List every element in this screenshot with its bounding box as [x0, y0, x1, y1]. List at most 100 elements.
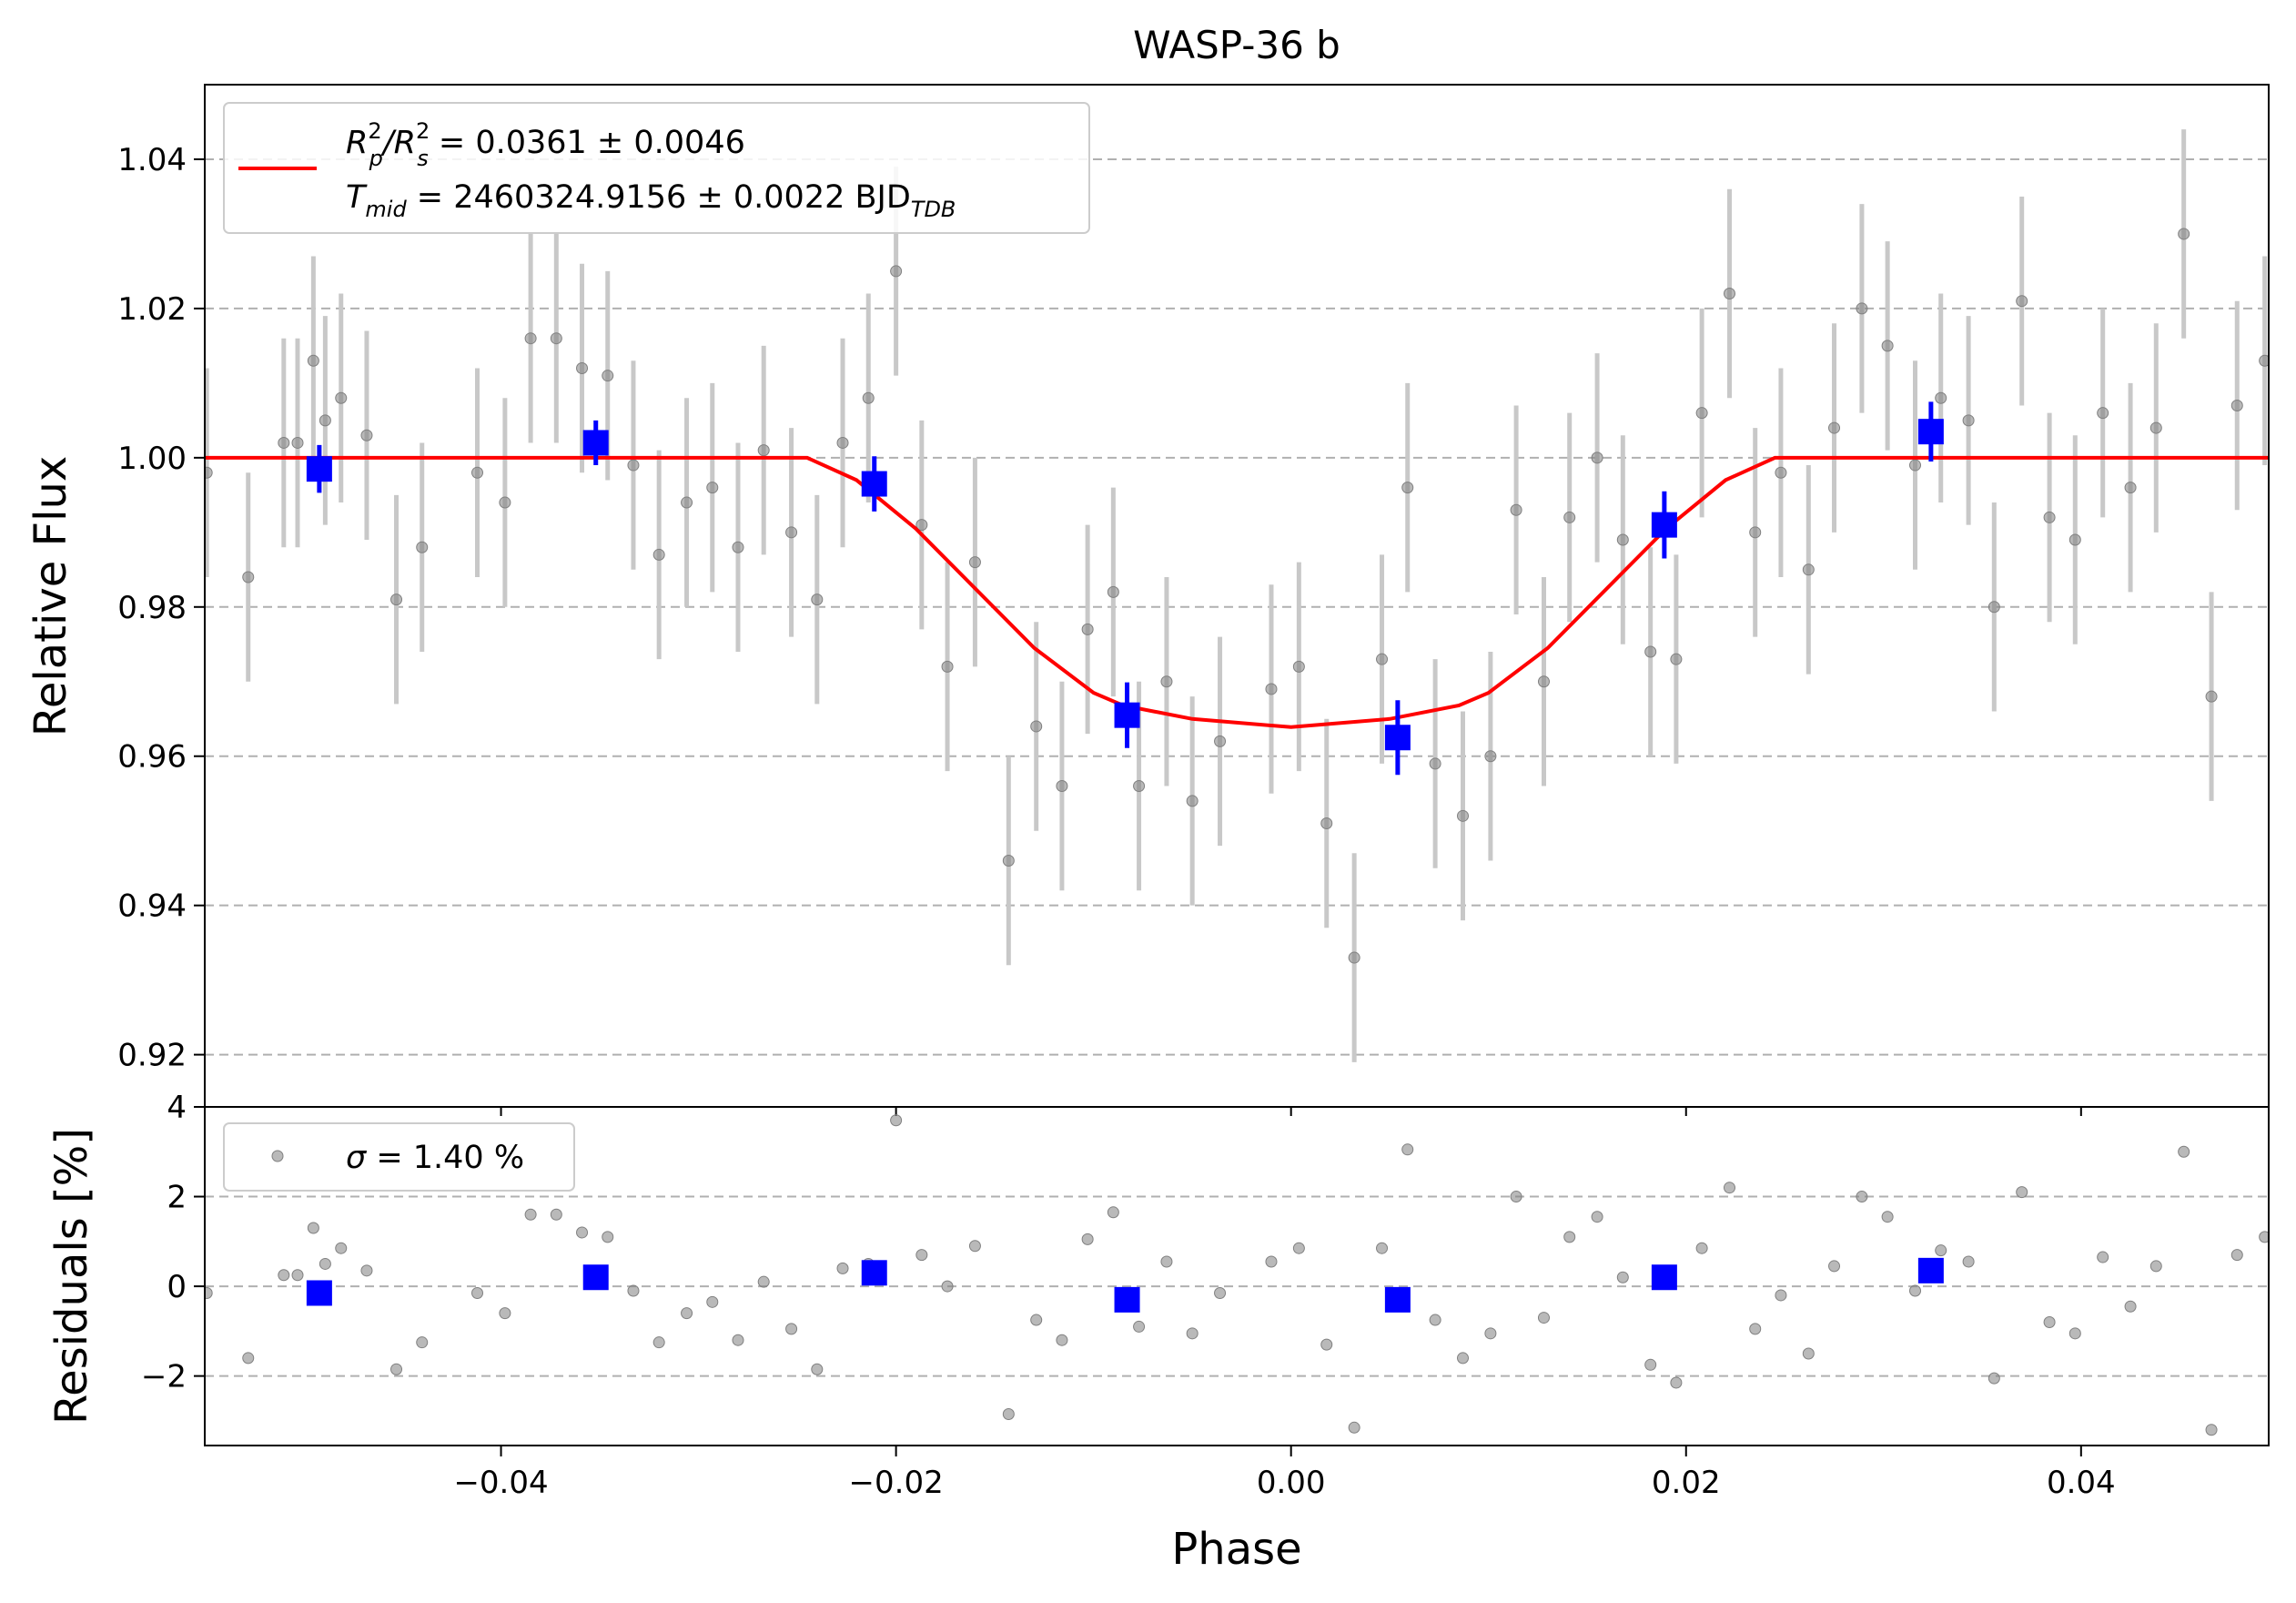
residuals-x-tick-label: 0.02: [1652, 1465, 1721, 1501]
residual-raw-point: [1401, 1143, 1414, 1156]
light-curve-gridlines: [205, 157, 2269, 1056]
raw-data-point: [1457, 809, 1470, 822]
raw-data-point: [550, 332, 562, 345]
raw-data-point: [968, 556, 981, 569]
residual-raw-point: [602, 1231, 614, 1243]
residual-raw-point: [941, 1280, 954, 1293]
raw-data-point: [732, 541, 744, 553]
binned-data-point: [861, 471, 887, 497]
raw-data-point: [1935, 391, 1947, 404]
raw-data-point: [2016, 295, 2028, 308]
residual-raw-point: [627, 1284, 640, 1297]
residual-raw-point: [2230, 1249, 2243, 1262]
residuals-y-axis-label: Residuals [%]: [46, 1128, 97, 1425]
raw-data-point: [1962, 414, 1975, 427]
residual-raw-point: [319, 1257, 331, 1270]
light-curve-y-axis-label: Relative Flux: [25, 456, 76, 737]
raw-data-point: [1186, 795, 1199, 807]
transit-model-curve: [205, 455, 2269, 729]
residual-raw-point: [1030, 1314, 1043, 1326]
residual-raw-point: [1107, 1206, 1119, 1219]
residual-raw-point: [1348, 1421, 1360, 1434]
residual-raw-point: [1056, 1334, 1068, 1346]
residuals-x-tick-label: −0.04: [453, 1465, 548, 1501]
light-curve-raw-points: [205, 129, 2269, 1062]
raw-data-point: [307, 354, 319, 367]
residual-raw-point: [550, 1208, 562, 1221]
raw-data-point: [1616, 533, 1629, 546]
raw-data-point: [1881, 340, 1894, 352]
light-curve-y-tick-label: 1.02: [117, 291, 187, 328]
residual-raw-point: [2016, 1186, 2028, 1199]
residuals-legend-sigma: σ = 1.40 %: [346, 1140, 524, 1176]
residual-raw-point: [1160, 1255, 1173, 1268]
raw-data-point: [811, 594, 824, 606]
residual-raw-point: [1081, 1233, 1094, 1245]
raw-data-point: [278, 436, 290, 449]
raw-data-point: [1591, 451, 1603, 464]
raw-data-point: [2149, 421, 2162, 434]
residuals-y-tick-label: 4: [167, 1090, 187, 1126]
raw-data-point: [602, 370, 614, 382]
residual-raw-point: [1457, 1352, 1470, 1365]
residual-raw-point: [1133, 1320, 1146, 1333]
raw-data-point: [1856, 302, 1868, 315]
residuals-panel: −2 0 2 4 −0.04 −0.02 0.00 0.02 0.04 Residuals […: [46, 1090, 2270, 1575]
residual-raw-point: [757, 1275, 770, 1288]
residual-raw-point: [416, 1336, 429, 1349]
binned-data-point: [1384, 725, 1411, 751]
residuals-legend: σ = 1.40 %: [223, 1122, 575, 1192]
residual-raw-point: [2043, 1316, 2056, 1329]
light-curve-y-tick-label: 1.04: [117, 142, 187, 178]
light-curve-y-tick-label: 0.98: [117, 590, 187, 626]
raw-data-point: [1429, 757, 1441, 770]
residual-raw-point: [278, 1269, 290, 1282]
chart-title: WASP-36 b: [1133, 23, 1340, 67]
residual-binned-point: [582, 1264, 609, 1291]
raw-data-point: [499, 496, 511, 509]
residual-binned-point: [306, 1280, 332, 1306]
residual-raw-point: [242, 1352, 255, 1365]
residual-raw-point: [1002, 1408, 1015, 1421]
residuals-y-tick-label: 2: [167, 1180, 187, 1216]
residual-raw-point: [524, 1208, 537, 1221]
residual-raw-point: [1749, 1323, 1762, 1335]
residual-binned-point: [1917, 1257, 1944, 1283]
binned-data-point: [1651, 512, 1677, 538]
residual-raw-point: [2178, 1145, 2190, 1158]
residual-raw-point: [1484, 1327, 1497, 1340]
residual-raw-point: [1616, 1271, 1629, 1283]
light-curve-y-tick-label: 0.92: [117, 1038, 187, 1074]
raw-data-point: [915, 519, 928, 532]
raw-data-point: [291, 436, 304, 449]
residual-raw-point: [1320, 1338, 1333, 1351]
residuals-binned-points: [306, 1257, 1944, 1313]
raw-data-point: [681, 496, 693, 509]
residual-raw-point: [1723, 1182, 1735, 1194]
residual-raw-point: [1292, 1242, 1305, 1254]
residual-raw-point: [2205, 1424, 2218, 1436]
residual-raw-point: [652, 1336, 665, 1349]
residual-raw-point: [1775, 1289, 1787, 1302]
raw-data-point: [524, 332, 537, 345]
residual-raw-point: [390, 1363, 403, 1375]
residual-raw-point: [1429, 1314, 1441, 1326]
residual-raw-point: [1828, 1260, 1841, 1273]
raw-data-point: [360, 429, 373, 441]
residual-raw-point: [915, 1249, 928, 1262]
residual-raw-point: [1376, 1242, 1389, 1254]
raw-data-point: [2043, 511, 2056, 523]
raw-data-point: [205, 466, 213, 479]
residual-raw-point: [307, 1222, 319, 1234]
residuals-gridlines: [205, 1195, 2269, 1377]
residual-raw-point: [681, 1307, 693, 1320]
binned-data-point: [306, 456, 332, 482]
residual-raw-point: [1563, 1231, 1576, 1243]
residual-raw-point: [1909, 1284, 1922, 1297]
residuals-x-tick-label: 0.00: [1257, 1465, 1326, 1501]
legend-entry-radius-ratio: R2 p/R2 s = 0.0361 ± 0.0046: [346, 118, 745, 171]
light-curve-legend: R2 p/R2 s = 0.0361 ± 0.0046 Tmid = 2460324…: [223, 102, 1090, 234]
residual-raw-point: [2149, 1260, 2162, 1273]
raw-data-point: [1320, 817, 1333, 830]
residual-raw-point: [1537, 1312, 1550, 1324]
